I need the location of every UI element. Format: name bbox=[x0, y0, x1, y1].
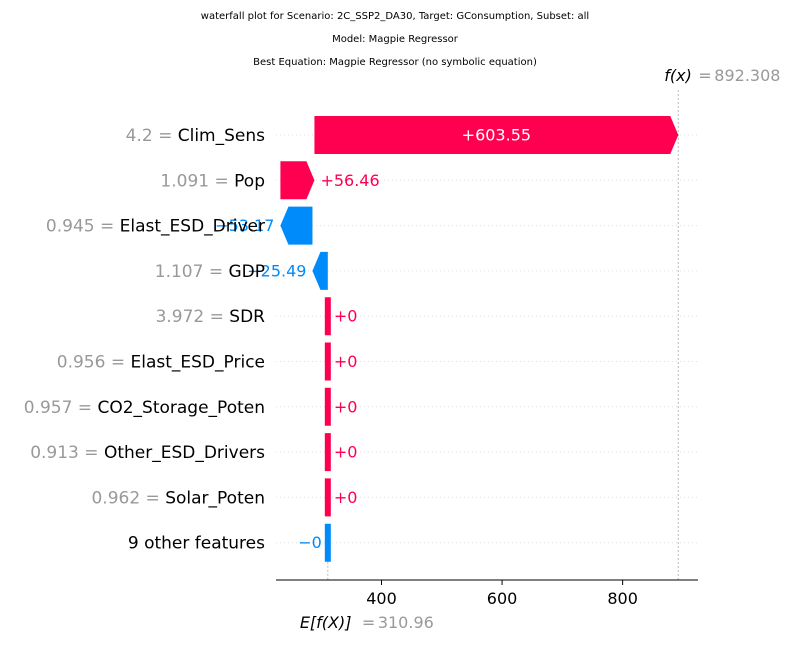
feature-value: 0.913 = bbox=[30, 443, 104, 463]
fx-label: f(x) bbox=[664, 66, 692, 85]
bar-elast_esd_driver bbox=[280, 206, 313, 245]
feature-value: 0.957 = bbox=[24, 398, 98, 418]
feature-label: 0.913 = Other_ESD_Drivers bbox=[30, 443, 265, 463]
contribution-label: −0 bbox=[298, 533, 322, 552]
feature-value: 4.2 = bbox=[126, 126, 178, 146]
feature-name: Other_ESD_Drivers bbox=[104, 443, 265, 463]
feature-name: SDR bbox=[229, 307, 265, 327]
feature-value: 1.107 = bbox=[155, 262, 229, 282]
feature-name: 9 other features bbox=[128, 534, 265, 554]
row-gridlines bbox=[276, 134, 698, 544]
bar-elast_esd_price bbox=[324, 342, 331, 381]
efx-equals: = bbox=[362, 613, 375, 632]
feature-name: Solar_Poten bbox=[165, 488, 265, 508]
feature-value: 1.091 = bbox=[160, 171, 234, 191]
contribution-label: +0 bbox=[334, 488, 358, 507]
efx-value: 310.96 bbox=[378, 613, 434, 632]
chart-subtitle-equation: Best Equation: Magpie Regressor (no symb… bbox=[253, 57, 537, 68]
feature-label: 4.2 = Clim_Sens bbox=[126, 126, 265, 146]
feature-name: Elast_ESD_Price bbox=[131, 353, 266, 373]
contribution-label: +0 bbox=[334, 307, 358, 326]
feature-name: Clim_Sens bbox=[178, 126, 265, 146]
contribution-label: +603.55 bbox=[462, 126, 531, 145]
x-axis: 400 600 800 bbox=[276, 579, 698, 608]
feature-value: 0.945 = bbox=[46, 217, 120, 237]
feature-name: GDP bbox=[228, 262, 265, 282]
feature-value: 3.972 = bbox=[156, 307, 230, 327]
efx-label: E[f(X)] bbox=[300, 613, 352, 632]
feature-value: 0.956 = bbox=[57, 353, 131, 373]
bar-sdr bbox=[324, 297, 331, 336]
fx-equals: = bbox=[698, 66, 711, 85]
feature-name: CO2_Storage_Poten bbox=[97, 398, 265, 418]
chart-title: waterfall plot for Scenario: 2C_SSP2_DA3… bbox=[201, 11, 589, 22]
feature-value: 0.962 = bbox=[91, 488, 165, 508]
x-tick-label: 800 bbox=[607, 589, 638, 608]
x-tick-label: 400 bbox=[366, 589, 397, 608]
bar-co2_storage_poten bbox=[324, 387, 331, 426]
chart-titles: waterfall plot for Scenario: 2C_SSP2_DA3… bbox=[201, 11, 589, 68]
contribution-label: +0 bbox=[334, 443, 358, 462]
contribution-label: +0 bbox=[334, 397, 358, 416]
feature-label: 0.956 = Elast_ESD_Price bbox=[57, 353, 265, 373]
x-tick-label: 600 bbox=[487, 589, 518, 608]
feature-labels: 4.2 = Clim_Sens 1.091 = Pop 0.945 = Elast_… bbox=[24, 126, 265, 554]
reference-lines bbox=[327, 90, 679, 580]
bar-solar_poten bbox=[324, 478, 331, 517]
contribution-label: +56.46 bbox=[320, 171, 379, 190]
feature-name: Elast_ESD_Driver bbox=[120, 217, 265, 237]
contribution-label: −25.49 bbox=[247, 261, 306, 280]
feature-label: 9 other features bbox=[128, 534, 265, 554]
waterfall-bars: +603.55 +56.46 −53.17 −25.49 +0 +0 +0 +0 +0 −0 bbox=[215, 116, 679, 562]
bar-9-other-features bbox=[324, 523, 331, 562]
feature-label: 1.091 = Pop bbox=[160, 171, 265, 191]
feature-label: 3.972 = SDR bbox=[156, 307, 266, 327]
feature-label: 0.945 = Elast_ESD_Driver bbox=[46, 217, 265, 237]
bar-other_esd_drivers bbox=[324, 433, 331, 472]
contribution-label: −53.17 bbox=[215, 216, 274, 235]
feature-label: 1.107 = GDP bbox=[155, 262, 265, 282]
feature-name: Pop bbox=[234, 171, 265, 191]
bar-pop bbox=[280, 161, 315, 200]
feature-label: 0.957 = CO2_Storage_Poten bbox=[24, 398, 265, 418]
fx-value: 892.308 bbox=[714, 66, 780, 85]
bar-gdp bbox=[312, 251, 328, 290]
bar-clim_sens bbox=[314, 116, 679, 154]
contribution-label: +0 bbox=[334, 352, 358, 371]
value-annotations: f(x) = 892.308 E[f(X)] = 310.96 bbox=[300, 66, 781, 632]
feature-label: 0.962 = Solar_Poten bbox=[91, 488, 265, 508]
chart-subtitle-model: Model: Magpie Regressor bbox=[332, 34, 459, 45]
